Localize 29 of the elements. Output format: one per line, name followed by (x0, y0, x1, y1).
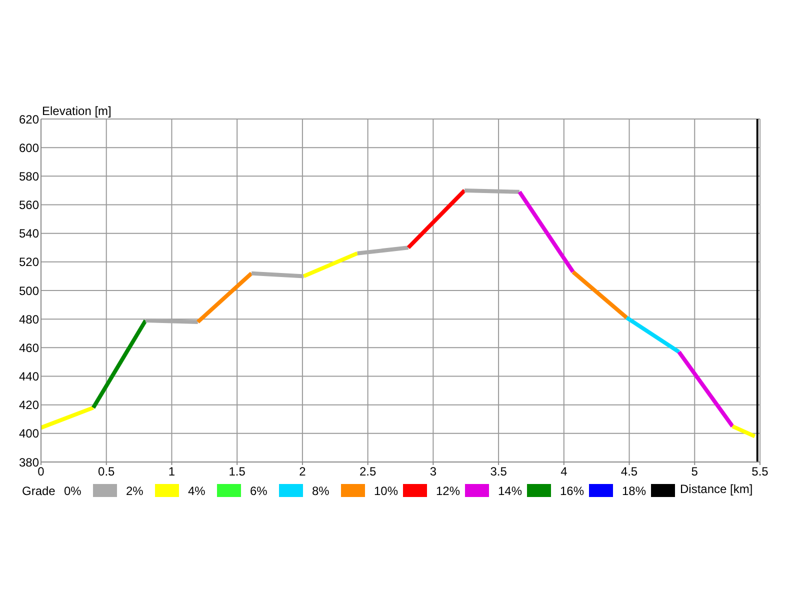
x-tick-label: 3.5 (490, 464, 508, 479)
y-tick-label: 460 (18, 340, 40, 355)
y-tick-label: 580 (18, 169, 40, 184)
colorbar: Grade 0% 2% 4% 6% 8% 10% 12% 14% 16% 18% Distance [km] (8, 481, 792, 503)
x-tick-label: 2 (299, 464, 306, 479)
y-tick-label: 540 (18, 226, 40, 241)
x-tick-label: 3 (430, 464, 437, 479)
y-tick-label: 440 (18, 370, 40, 384)
x-axis-title: Distance [km] (680, 482, 753, 496)
x-tick-label: 5 (691, 464, 698, 479)
x-tick-label: 0 (38, 464, 45, 479)
y-tick-label: 480 (18, 312, 40, 326)
y-axis-title: Elevation [m] (42, 104, 112, 118)
y-tick-label: 620 (18, 112, 40, 126)
y-tick-label: 520 (18, 255, 40, 270)
y-tick-label: 500 (18, 284, 40, 298)
y-tick-label: 560 (18, 198, 40, 212)
y-tick-label: 600 (18, 140, 40, 155)
y-tick-label: 400 (18, 426, 40, 441)
y-tick-label: 380 (18, 455, 40, 470)
x-tick-label: 1 (168, 464, 176, 479)
x-tick-label: 4 (560, 464, 568, 479)
color-bar-title: Grade (22, 484, 56, 498)
x-tick-label: 0.5 (98, 464, 116, 479)
x-tick-label: 5.5 (752, 464, 769, 479)
y-tick-label: 420 (18, 398, 40, 412)
x-tick-label: 2.5 (359, 464, 376, 479)
x-tick-label: 1.5 (228, 464, 246, 479)
x-tick-label: 4.5 (620, 464, 638, 479)
